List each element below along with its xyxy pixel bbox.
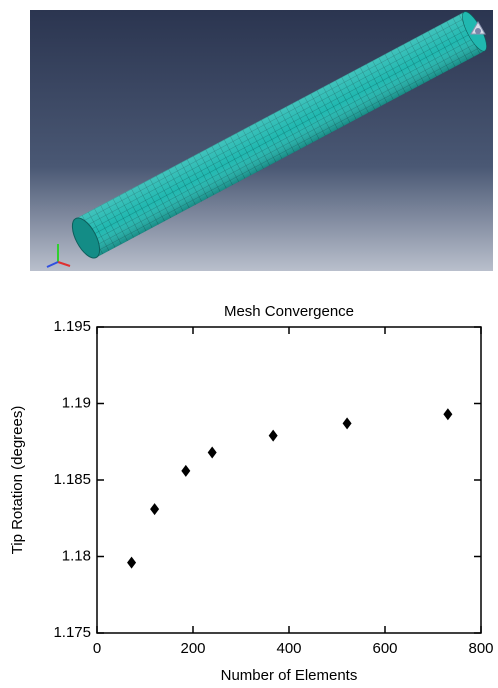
x-tick-label: 0 [93, 640, 101, 657]
x-axis-label: Number of Elements [221, 667, 358, 683]
data-point [150, 503, 159, 515]
y-axis-label: Tip Rotation (degrees) [9, 406, 26, 555]
data-point [181, 465, 190, 477]
fea-render [30, 9, 493, 271]
page: {"chart_data": {"type": "scatter", "titl… [0, 0, 498, 683]
x-tick-label: 600 [372, 640, 397, 657]
chart-title: Mesh Convergence [224, 303, 354, 320]
figure: Mesh Convergence Number of Elements Tip … [0, 0, 498, 683]
data-point [269, 430, 278, 442]
data-point [127, 557, 136, 569]
y-tick-label: 1.19 [62, 394, 91, 411]
data-point [208, 446, 217, 458]
x-tick-label: 400 [276, 640, 301, 657]
y-tick-label: 1.185 [53, 471, 91, 488]
y-tick-label: 1.195 [53, 318, 91, 335]
x-tick-label: 800 [468, 640, 493, 657]
y-tick-label: 1.18 [62, 547, 91, 564]
x-tick-label: 200 [180, 640, 205, 657]
y-tick-label: 1.175 [53, 624, 91, 641]
data-point [343, 417, 352, 429]
plot-frame [97, 327, 481, 633]
data-point [443, 408, 452, 420]
chart: Mesh Convergence Number of Elements Tip … [9, 303, 494, 683]
